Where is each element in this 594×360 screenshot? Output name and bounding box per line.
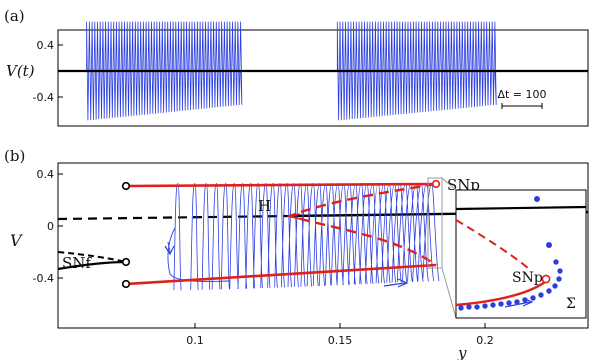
panel-b-xlabel: y [457, 344, 467, 360]
zoom-connector [441, 267, 457, 319]
sigma-point [490, 302, 496, 308]
inset-sigma-points [458, 196, 563, 311]
snp-marker [431, 179, 441, 189]
inset-snp-marker [541, 274, 551, 284]
inset: SNp Σ [455, 189, 587, 319]
snf-marker [121, 257, 131, 267]
scale-bar: Δt = 100 [497, 88, 547, 109]
panel-b-xtick-label: 0.2 [476, 334, 494, 347]
panel-a-frame [57, 29, 589, 127]
periodic-orbit-min-branch [125, 263, 437, 286]
inset-fixed-point-branch [455, 205, 587, 211]
sigma-point [557, 268, 563, 274]
lower-fixed-point-branch [57, 260, 127, 271]
trajectory-descent [167, 227, 231, 282]
sigma-point [530, 295, 536, 301]
lower-unstable-branch [57, 251, 127, 263]
panel-b-ytick-label: -0.4 [33, 272, 54, 285]
trajectory [173, 182, 440, 291]
panel-a-ytick-label: 0.4 [37, 39, 55, 52]
panel-a-ylabel: V(t) [6, 62, 35, 80]
periodic-orbit-max-branch [125, 182, 437, 188]
trajectory-arrow-shaft [383, 282, 406, 287]
trajectory-arrow-shaft [167, 241, 171, 253]
sigma-point [552, 283, 558, 289]
sigma-point [474, 304, 480, 310]
inset-stable-branch [455, 281, 546, 307]
sigma-point [466, 304, 472, 310]
sigma-point [534, 196, 540, 202]
panel-a-label: (a) [4, 7, 25, 25]
hopf-arrow-icon [287, 213, 301, 220]
turning-point-marker [121, 279, 131, 289]
trajectory-arrow-head [164, 245, 175, 256]
panel-a-ytick-label: -0.4 [33, 91, 54, 104]
sigma-point [538, 292, 544, 298]
sigma-point [482, 303, 488, 309]
trajectory-arrow-head [397, 278, 409, 288]
hopf-label: H [258, 197, 271, 215]
inset-arrow-icon [522, 297, 534, 307]
sigma-point [514, 299, 520, 305]
snf-label: SNf [62, 254, 92, 272]
panel-a: (a) 0.4 -0.4 V(t) Δt = 100 [4, 7, 589, 127]
panel-b: (b) 0.4 0 -0.4 V 0.1 0.15 0.2 y [4, 147, 589, 360]
panel-b-ylabel: V [10, 231, 23, 250]
inset-frame [455, 189, 587, 319]
sigma-point [458, 305, 464, 311]
sigma-point [556, 276, 562, 282]
turning-point-marker [121, 181, 131, 191]
unstable-fixed-point-branch [57, 214, 291, 221]
sigma-point [498, 301, 504, 307]
panel-b-xtick-label: 0.15 [328, 334, 353, 347]
panel-b-ytick-label: 0 [47, 220, 54, 233]
inset-snp-label: SNp [512, 270, 543, 286]
sigma-point [553, 259, 559, 265]
panel-b-frame [57, 162, 589, 329]
panel-b-xtick-label: 0.1 [186, 334, 204, 347]
inset-unstable-branch [455, 219, 531, 271]
trajectory-loops [173, 182, 440, 291]
scale-bar-label: Δt = 100 [497, 88, 546, 101]
sigma-point [546, 288, 552, 294]
inset-arrow-shaft [504, 301, 531, 308]
inset-sigma-label: Σ [566, 296, 576, 312]
sigma-point [506, 300, 512, 306]
zoom-region [427, 177, 443, 269]
panel-b-ytick-label: 0.4 [37, 168, 55, 181]
zoom-connector [441, 177, 457, 191]
sigma-point [546, 242, 552, 248]
panel-b-label: (b) [4, 147, 25, 165]
